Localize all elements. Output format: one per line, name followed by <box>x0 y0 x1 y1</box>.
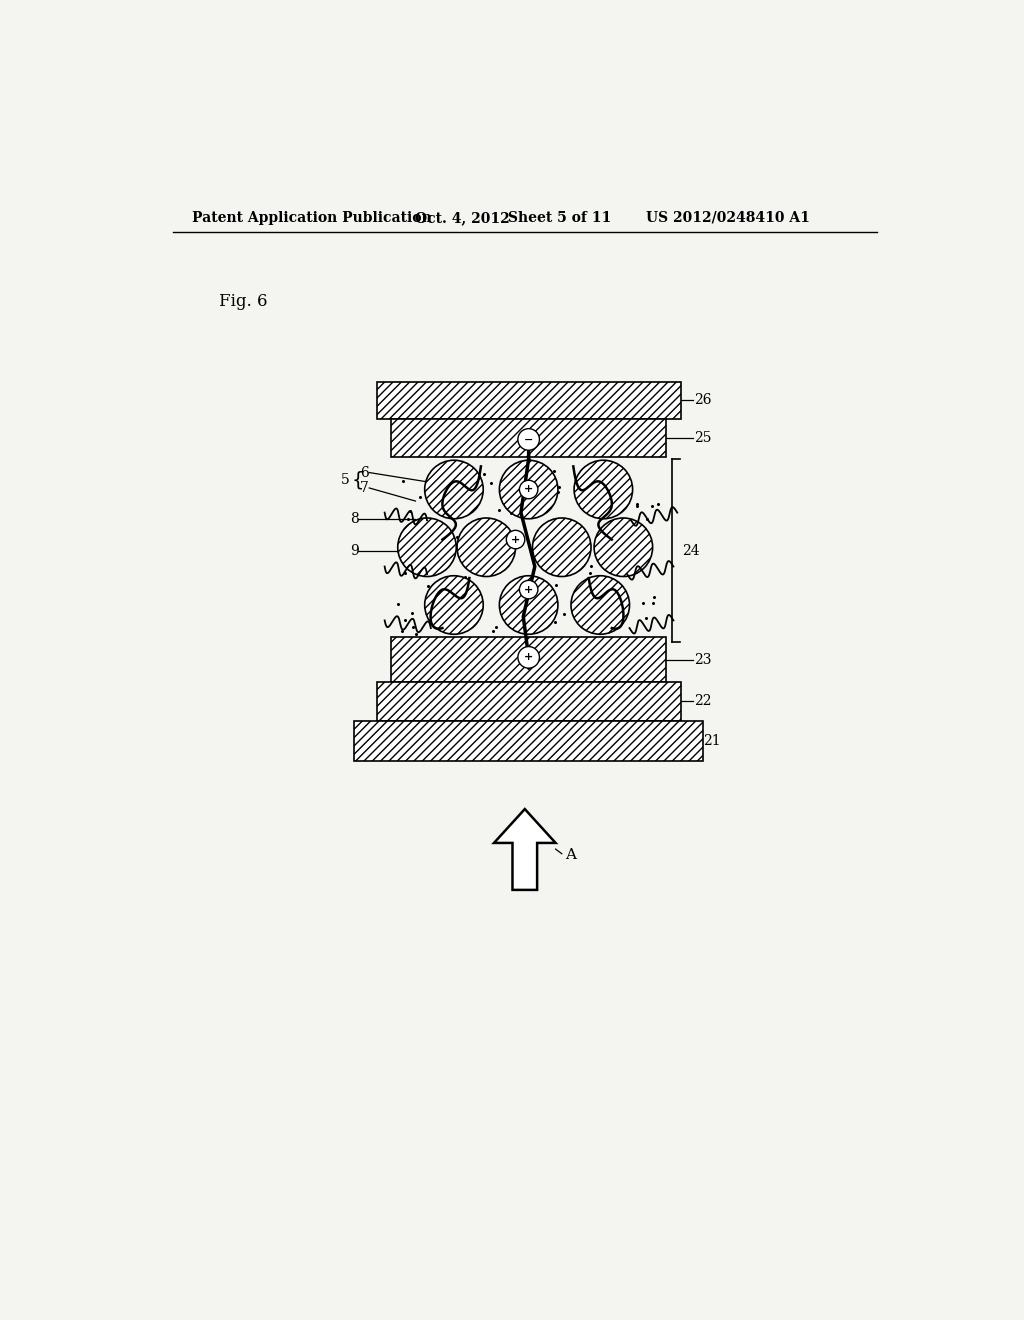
Text: 8: 8 <box>350 512 358 525</box>
Text: Sheet 5 of 11: Sheet 5 of 11 <box>508 211 611 224</box>
Circle shape <box>397 517 457 577</box>
Bar <box>377 381 681 418</box>
Text: 21: 21 <box>703 734 721 747</box>
Text: 26: 26 <box>694 393 712 407</box>
Bar <box>354 721 702 760</box>
Text: 9: 9 <box>350 544 358 558</box>
Circle shape <box>574 461 633 519</box>
Bar <box>377 682 681 721</box>
Text: +: + <box>524 484 534 495</box>
Bar <box>377 682 681 721</box>
Circle shape <box>425 461 483 519</box>
Text: 25: 25 <box>694 430 712 445</box>
Circle shape <box>500 576 558 635</box>
Circle shape <box>519 480 538 499</box>
Text: Oct. 4, 2012: Oct. 4, 2012 <box>416 211 510 224</box>
Circle shape <box>518 429 540 450</box>
Bar <box>391 638 667 682</box>
Text: 24: 24 <box>682 544 699 558</box>
Text: US 2012/0248410 A1: US 2012/0248410 A1 <box>646 211 810 224</box>
Text: −: − <box>524 434 534 445</box>
Circle shape <box>425 576 483 635</box>
Bar <box>377 381 681 418</box>
Bar <box>354 721 702 760</box>
Circle shape <box>518 647 540 668</box>
Polygon shape <box>494 809 556 890</box>
Text: 6: 6 <box>360 466 369 479</box>
Circle shape <box>500 461 558 519</box>
Text: 23: 23 <box>694 652 712 667</box>
Text: 22: 22 <box>694 694 712 709</box>
Text: +: + <box>524 652 534 663</box>
Circle shape <box>519 581 538 599</box>
Circle shape <box>457 517 515 577</box>
Text: +: + <box>511 535 520 545</box>
Text: Fig. 6: Fig. 6 <box>219 293 267 310</box>
Text: 7: 7 <box>360 480 369 495</box>
Circle shape <box>571 576 630 635</box>
Text: {: { <box>351 471 364 490</box>
Text: Patent Application Publication: Patent Application Publication <box>193 211 432 224</box>
Text: 5: 5 <box>341 474 350 487</box>
Text: A: A <box>565 849 575 862</box>
Bar <box>391 418 667 457</box>
Circle shape <box>506 531 524 549</box>
Bar <box>391 638 667 682</box>
Text: +: + <box>524 585 534 594</box>
Circle shape <box>594 517 652 577</box>
Circle shape <box>532 517 591 577</box>
Bar <box>391 418 667 457</box>
